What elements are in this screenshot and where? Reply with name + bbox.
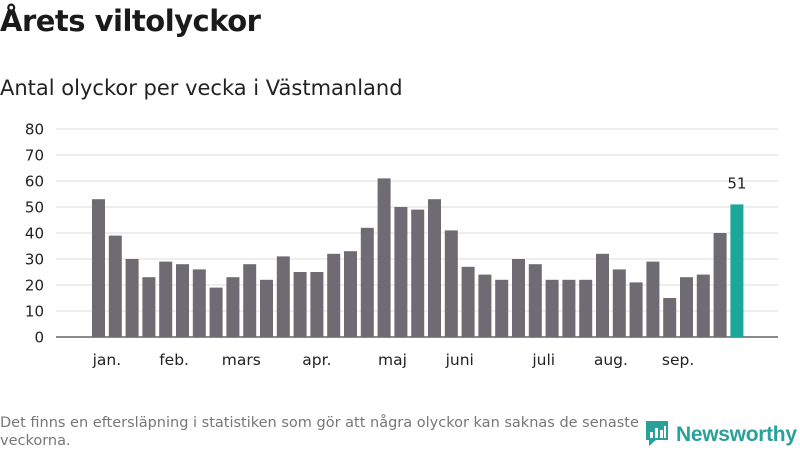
month-label: sep. — [662, 351, 694, 369]
footnote: Det finns en eftersläpning i statistiken… — [0, 415, 639, 449]
bar[interactable] — [495, 279, 509, 337]
bar[interactable] — [478, 274, 492, 337]
brand-name: Newsworthy — [676, 423, 797, 446]
bar[interactable] — [92, 199, 105, 337]
data-labels: 51 — [727, 174, 746, 192]
y-tick-label: 70 — [25, 147, 44, 165]
bar[interactable] — [512, 259, 525, 337]
bar[interactable] — [293, 272, 307, 337]
month-label: maj — [378, 351, 407, 369]
month-label: apr. — [302, 351, 331, 369]
bar[interactable] — [192, 269, 206, 337]
month-label: juli — [531, 351, 555, 369]
month-label: jan. — [92, 351, 122, 369]
x-axis: jan. feb. mars apr. maj juni juli aug. sep. — [92, 351, 695, 369]
y-tick-label: 40 — [25, 225, 44, 243]
chart-subtitle: Antal olyckor per vecka i Västmanland — [0, 76, 403, 100]
y-tick-label: 80 — [25, 121, 44, 139]
bar[interactable] — [596, 253, 609, 337]
bar[interactable] — [696, 274, 710, 337]
y-tick-label: 10 — [25, 303, 44, 321]
y-tick-label: 60 — [25, 173, 44, 191]
bar[interactable] — [344, 251, 357, 337]
bar[interactable] — [310, 272, 324, 337]
bar[interactable] — [713, 233, 727, 337]
month-label: aug. — [594, 351, 628, 369]
y-axis: 0 10 20 30 40 50 60 70 80 — [25, 121, 44, 347]
month-label: mars — [222, 351, 261, 369]
bar[interactable] — [579, 279, 593, 337]
bar[interactable] — [142, 277, 156, 337]
bar[interactable] — [226, 277, 240, 337]
bar[interactable] — [680, 277, 693, 337]
y-tick-label: 30 — [25, 251, 44, 269]
brand-logo[interactable]: Newsworthy — [644, 420, 797, 450]
month-label: feb. — [159, 351, 189, 369]
bar-chart: 0 10 20 30 40 50 60 70 80 jan. feb. mars apr. maj jun… — [25, 121, 778, 369]
bar[interactable] — [646, 261, 660, 337]
bar[interactable] — [562, 279, 576, 337]
bar[interactable] — [612, 269, 626, 337]
bar[interactable] — [461, 266, 475, 337]
bar[interactable] — [159, 261, 173, 337]
newsworthy-logo-icon — [644, 419, 670, 451]
bar[interactable] — [260, 279, 273, 337]
bar[interactable] — [125, 259, 139, 337]
y-tick-label: 0 — [34, 329, 44, 347]
bar-highlight[interactable] — [730, 204, 744, 337]
bar[interactable] — [411, 209, 425, 337]
bar[interactable] — [108, 235, 122, 337]
bars — [92, 178, 744, 337]
bar[interactable] — [377, 178, 391, 337]
month-label: juni — [445, 351, 474, 369]
bar[interactable] — [444, 230, 458, 337]
bar[interactable] — [209, 287, 223, 337]
y-tick-label: 20 — [25, 277, 44, 295]
highlight-value-label: 51 — [727, 174, 746, 192]
bar[interactable] — [629, 282, 643, 337]
bar[interactable] — [360, 227, 374, 337]
bar[interactable] — [327, 253, 341, 337]
bar[interactable] — [276, 256, 290, 337]
bar[interactable] — [663, 298, 677, 337]
bar[interactable] — [243, 264, 257, 337]
bar[interactable] — [176, 264, 189, 337]
bar[interactable] — [528, 264, 542, 337]
bar[interactable] — [428, 199, 441, 337]
chart-title: Årets viltolyckor — [0, 4, 261, 38]
bar[interactable] — [545, 279, 559, 337]
y-tick-label: 50 — [25, 199, 44, 217]
bar[interactable] — [394, 207, 408, 337]
